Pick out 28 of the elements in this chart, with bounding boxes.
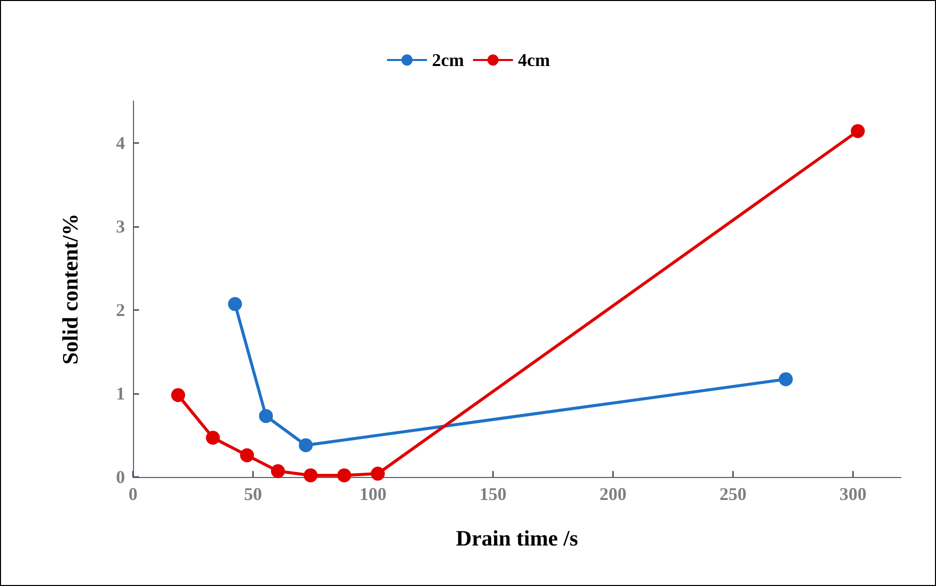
legend-label: 4cm bbox=[518, 50, 550, 70]
point bbox=[206, 430, 220, 445]
point bbox=[850, 124, 865, 138]
y-tick-label: 0 bbox=[116, 467, 125, 487]
point bbox=[778, 372, 793, 386]
y-tick-label: 4 bbox=[116, 132, 125, 153]
x-tick-label: 150 bbox=[480, 484, 506, 504]
y-tick-label: 1 bbox=[116, 383, 125, 404]
point bbox=[270, 464, 285, 478]
y-tick-label: 2 bbox=[116, 300, 125, 320]
point bbox=[298, 438, 313, 452]
x-tick-label: 100 bbox=[360, 484, 386, 504]
x-tick-label: 250 bbox=[720, 484, 746, 504]
x-tick-label: 50 bbox=[244, 484, 262, 504]
point bbox=[337, 468, 352, 482]
x-tick-label: 200 bbox=[600, 484, 626, 504]
point bbox=[258, 409, 273, 423]
y-axis-title: Solid content/% bbox=[58, 214, 82, 364]
x-tick-label: 300 bbox=[840, 484, 866, 504]
y-tick-label: 3 bbox=[116, 216, 125, 236]
legend-label: 2cm bbox=[432, 50, 464, 70]
point bbox=[240, 448, 254, 462]
x-tick-label: 0 bbox=[128, 484, 138, 504]
x-axis-title: Drain time /s bbox=[456, 526, 579, 550]
point bbox=[171, 388, 186, 402]
point bbox=[228, 297, 242, 312]
point bbox=[370, 466, 385, 481]
point bbox=[304, 468, 318, 482]
